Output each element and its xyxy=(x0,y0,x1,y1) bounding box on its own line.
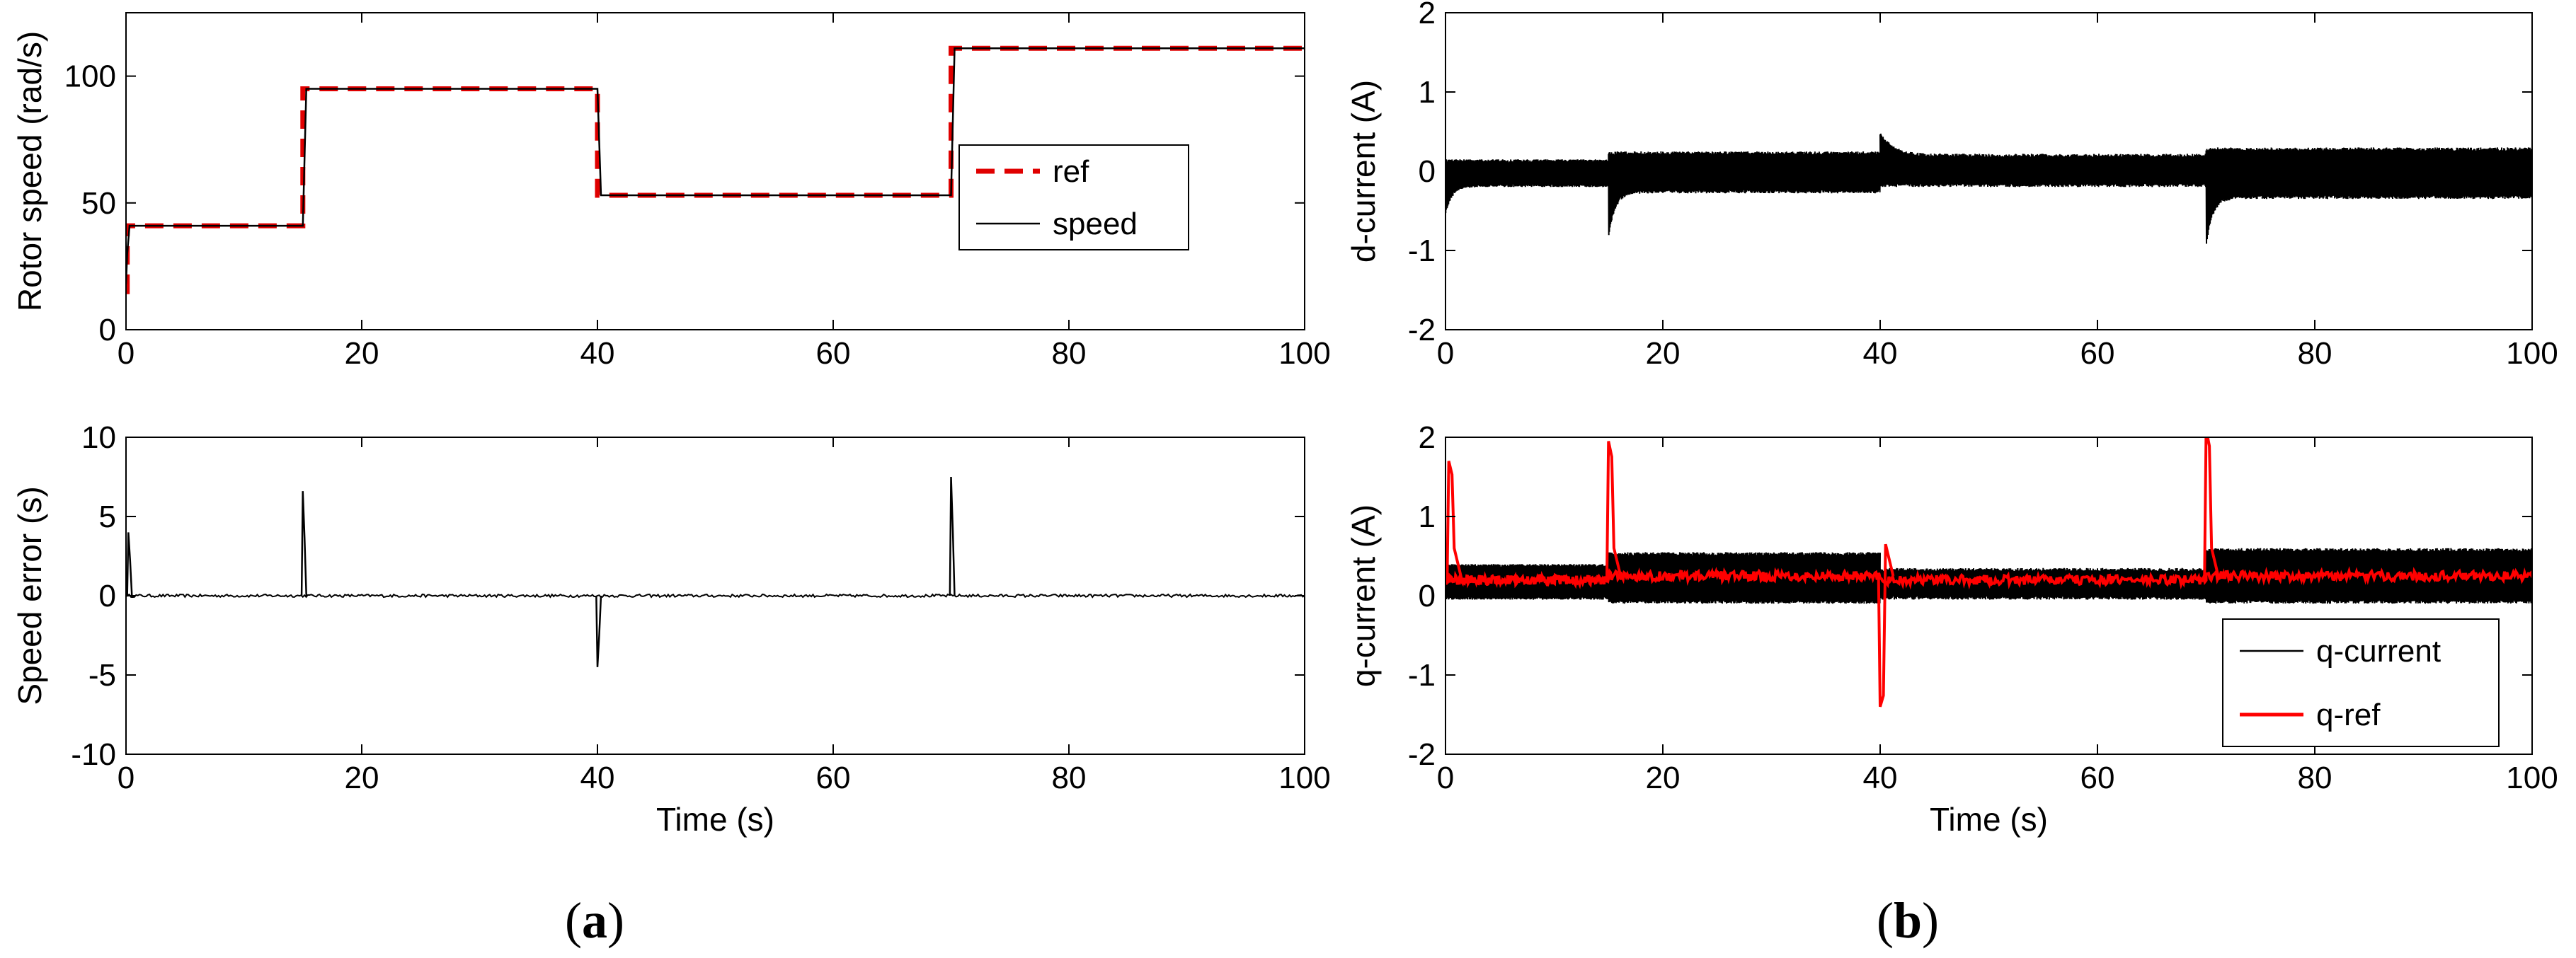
x-tick-label: 80 xyxy=(2298,336,2332,371)
legend-label-q-ref: q-ref xyxy=(2316,698,2381,732)
y-axis-label: d-current (A) xyxy=(1345,80,1382,262)
x-tick-label: 60 xyxy=(816,336,851,371)
y-tick-label: 1 xyxy=(1419,500,1436,534)
y-tick-label: -2 xyxy=(1408,737,1436,772)
series-speed-line xyxy=(126,47,1305,284)
y-tick-label: 5 xyxy=(99,500,116,534)
series-d-current-segment xyxy=(2205,147,2532,244)
y-tick-label: 10 xyxy=(81,420,116,455)
series-error-spike xyxy=(300,491,307,596)
x-tick-label: 40 xyxy=(580,336,615,371)
axes-box xyxy=(125,12,1305,330)
q-current-chart: 0 20 40 60 80 100 -2 -1 0 1 2 q-current (A) Time (s)… xyxy=(1345,420,2558,838)
y-tick-label: 0 xyxy=(99,313,116,347)
series-error-spike xyxy=(949,476,956,596)
y-tick-label: 1 xyxy=(1419,75,1436,110)
x-tick-label: 100 xyxy=(2506,761,2558,795)
plot-area xyxy=(126,45,1305,294)
series-q-ref-line xyxy=(1446,566,2532,590)
x-tick-label: 60 xyxy=(2080,761,2115,795)
x-tick-label: 100 xyxy=(2506,336,2558,371)
legend-box xyxy=(2222,618,2500,747)
y-tick-label: 2 xyxy=(1419,0,1436,30)
legend-box xyxy=(958,144,1189,250)
y-tick-label: 0 xyxy=(1419,154,1436,189)
series-q-current-segment xyxy=(1879,567,2207,600)
x-tick-label: 20 xyxy=(1646,336,1681,371)
y-tick-label: 0 xyxy=(99,579,116,613)
x-tick-label: 0 xyxy=(1437,761,1454,795)
x-tick-label: 60 xyxy=(816,761,851,795)
y-tick-label: 50 xyxy=(81,186,116,221)
series-q-current-segment xyxy=(1446,564,1610,600)
plot-area xyxy=(126,476,1305,667)
y-axis-label: Rotor speed (rad/s) xyxy=(11,31,48,311)
x-axis-label: Time (s) xyxy=(656,801,774,838)
series-q-ref-spike xyxy=(1877,543,1895,708)
rotor-speed-chart: 0 20 40 60 80 100 0 50 100 Rotor speed (rad/s) ref… xyxy=(11,12,1331,371)
series-d-current-segment xyxy=(1608,151,1881,236)
x-tick-label: 100 xyxy=(1278,761,1330,795)
series-q-current-segment xyxy=(1608,552,1881,604)
x-tick-label: 20 xyxy=(345,336,379,371)
x-axis-label: Time (s) xyxy=(1930,801,2048,838)
x-tick-label: 80 xyxy=(2298,761,2332,795)
panel-label-b: (b) xyxy=(1877,892,1939,949)
x-tick-label: 100 xyxy=(1278,336,1330,371)
x-tick-label: 40 xyxy=(1863,336,1898,371)
series-q-current-segment xyxy=(2205,548,2532,604)
x-tick-label: 60 xyxy=(2080,336,2115,371)
series-d-current-segment xyxy=(1879,133,2207,187)
plot-area xyxy=(1446,133,2532,244)
x-tick-label: 0 xyxy=(1437,336,1454,371)
x-tick-label: 40 xyxy=(1863,761,1898,795)
x-tick-label: 20 xyxy=(1646,761,1681,795)
x-tick-label: 80 xyxy=(1052,761,1087,795)
y-tick-label: -1 xyxy=(1408,233,1436,268)
x-tick-label: 0 xyxy=(118,336,134,371)
x-tick-label: 80 xyxy=(1052,336,1087,371)
y-tick-label: -1 xyxy=(1408,658,1436,693)
y-tick-label: -10 xyxy=(71,737,116,772)
y-tick-label: -2 xyxy=(1408,313,1436,347)
series-error-spike xyxy=(595,595,602,667)
y-axis-label: Speed error (s) xyxy=(11,486,48,705)
legend-label-q-current: q-current xyxy=(2316,634,2441,669)
series-d-current-segment xyxy=(1446,159,1610,214)
d-current-chart: 0 20 40 60 80 100 -2 -1 0 1 2 d-current (A) xyxy=(1345,0,2558,371)
x-tick-label: 40 xyxy=(580,761,615,795)
axes-box xyxy=(125,437,1305,755)
y-tick-label: 100 xyxy=(64,59,116,94)
y-tick-label: -5 xyxy=(88,658,116,693)
series-q-ref-spike xyxy=(2203,437,2221,581)
legend-label-ref: ref xyxy=(1053,154,1089,189)
y-axis-label: q-current (A) xyxy=(1345,504,1382,687)
y-tick-label: 0 xyxy=(1419,579,1436,613)
speed-error-chart: 0 20 40 60 80 100 -10 -5 0 5 10 Speed error (s) Time… xyxy=(11,420,1331,838)
y-tick-label: 2 xyxy=(1419,420,1436,455)
series-error-line xyxy=(126,593,1305,599)
panel-label-a: (a) xyxy=(565,892,624,949)
series-q-ref-spike xyxy=(1446,461,1463,581)
legend-label-speed: speed xyxy=(1053,207,1138,241)
x-tick-label: 0 xyxy=(118,761,134,795)
series-q-ref-spike xyxy=(1605,441,1623,581)
plot-area xyxy=(1446,437,2532,708)
series-error-spike xyxy=(126,532,133,596)
x-tick-label: 20 xyxy=(345,761,379,795)
